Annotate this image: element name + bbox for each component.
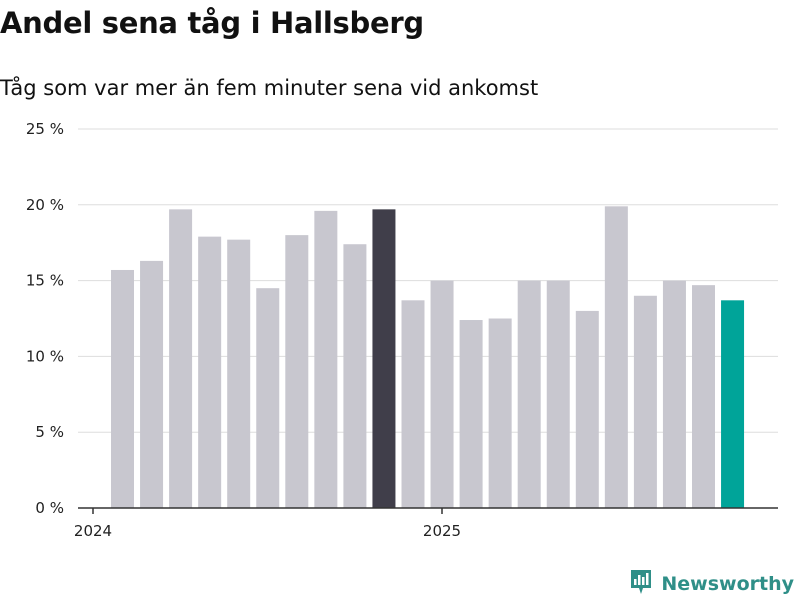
bar — [111, 269, 134, 508]
bar — [662, 280, 686, 508]
bar — [401, 300, 425, 508]
bar — [169, 209, 193, 508]
grid-lines — [78, 128, 778, 433]
chart-subtitle: Tåg som var mer än fem minuter sena vid … — [0, 76, 539, 100]
bar — [140, 260, 164, 508]
bars — [111, 206, 745, 509]
bar — [575, 310, 599, 508]
y-tick-label: 0 % — [35, 499, 64, 517]
y-tick-label: 15 % — [26, 272, 64, 290]
newsworthy-logo-icon — [629, 568, 653, 600]
y-tick-label: 20 % — [26, 196, 64, 214]
y-tick-label: 5 % — [35, 423, 64, 441]
bar-chart: 0 % 5 % 10 % 15 % 20 % 25 % 2024 2025 — [26, 120, 778, 540]
x-tick-label: 2025 — [423, 522, 461, 540]
bar — [372, 209, 396, 508]
bar — [198, 236, 222, 509]
bar — [459, 320, 483, 508]
bar — [314, 210, 338, 508]
bar — [488, 318, 512, 508]
x-tick-label: 2024 — [74, 522, 112, 540]
bar — [517, 280, 541, 508]
bar — [604, 206, 628, 509]
bar — [721, 300, 745, 508]
chart-title: Andel sena tåg i Hallsberg — [0, 6, 424, 40]
x-axis: 2024 2025 — [74, 507, 778, 540]
y-axis-ticks: 0 % 5 % 10 % 15 % 20 % 25 % — [26, 120, 64, 517]
bar — [256, 288, 280, 508]
y-tick-label: 10 % — [26, 347, 64, 365]
bar — [692, 285, 715, 508]
bar — [343, 244, 367, 508]
bar — [227, 239, 251, 508]
bar — [285, 235, 309, 508]
y-tick-label: 25 % — [26, 120, 64, 138]
brand-name: Newsworthy — [661, 573, 794, 595]
bar — [633, 295, 657, 508]
bar — [546, 280, 570, 508]
newsworthy-brand: Newsworthy — [629, 568, 794, 600]
bar — [430, 280, 454, 508]
